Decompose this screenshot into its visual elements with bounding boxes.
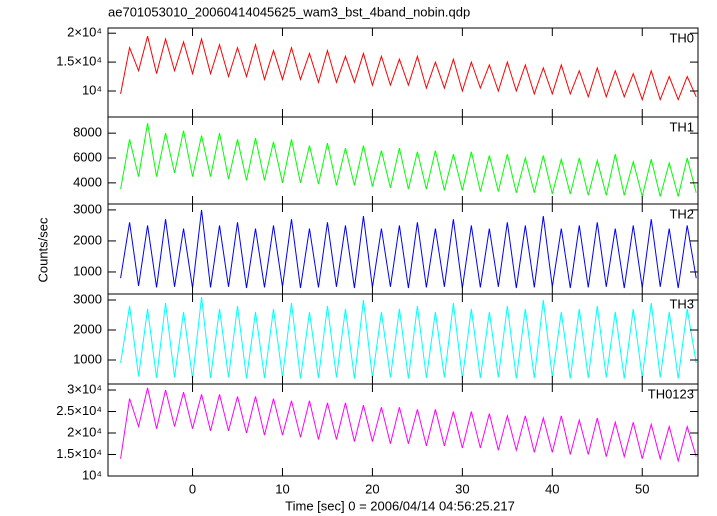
panel-label: TH1 xyxy=(669,119,694,134)
y-tick-label: 2.5×10⁴ xyxy=(56,403,102,418)
panel-label: TH0 xyxy=(669,30,694,45)
data-line xyxy=(120,296,697,379)
y-tick-label: 1000 xyxy=(73,263,102,278)
y-axis-label: Counts/sec xyxy=(35,217,50,283)
x-tick-label: 20 xyxy=(365,481,379,496)
panel-frame xyxy=(107,27,699,118)
y-tick-label: 2×10⁴ xyxy=(67,25,102,40)
data-line xyxy=(120,123,697,197)
y-tick-label: 2000 xyxy=(73,232,102,247)
x-tick-label: 10 xyxy=(275,481,289,496)
y-tick-label: 10⁴ xyxy=(82,467,102,482)
chart-title: ae701053010_20060414045625_wam3_bst_4ban… xyxy=(108,4,470,19)
y-tick-label: 1.5×10⁴ xyxy=(56,446,102,461)
data-line xyxy=(120,35,697,102)
y-tick-label: 8000 xyxy=(73,125,102,140)
panel-label: TH3 xyxy=(669,296,694,311)
panel-frame xyxy=(107,383,699,477)
y-tick-label: 3000 xyxy=(73,201,102,216)
y-tick-label: 1000 xyxy=(73,351,102,366)
y-tick-label: 2000 xyxy=(73,321,102,336)
y-tick-label: 4000 xyxy=(73,174,102,189)
y-tick-label: 3000 xyxy=(73,291,102,306)
x-tick-label: 0 xyxy=(189,481,196,496)
y-tick-label: 3×10⁴ xyxy=(67,381,102,396)
x-axis-label: Time [sec] 0 = 2006/04/14 04:56:25.217 xyxy=(285,498,515,513)
x-tick-label: 40 xyxy=(545,481,559,496)
y-tick-label: 2×10⁴ xyxy=(67,424,102,439)
x-tick-label: 30 xyxy=(455,481,469,496)
data-line xyxy=(120,387,697,463)
y-tick-label: 10⁴ xyxy=(82,82,102,97)
x-tick-label: 50 xyxy=(635,481,649,496)
data-line xyxy=(120,209,697,289)
y-tick-label: 6000 xyxy=(73,149,102,164)
panel-label: TH0123 xyxy=(648,386,694,401)
panel-label: TH2 xyxy=(669,206,694,221)
y-tick-label: 1.5×10⁴ xyxy=(56,54,102,69)
